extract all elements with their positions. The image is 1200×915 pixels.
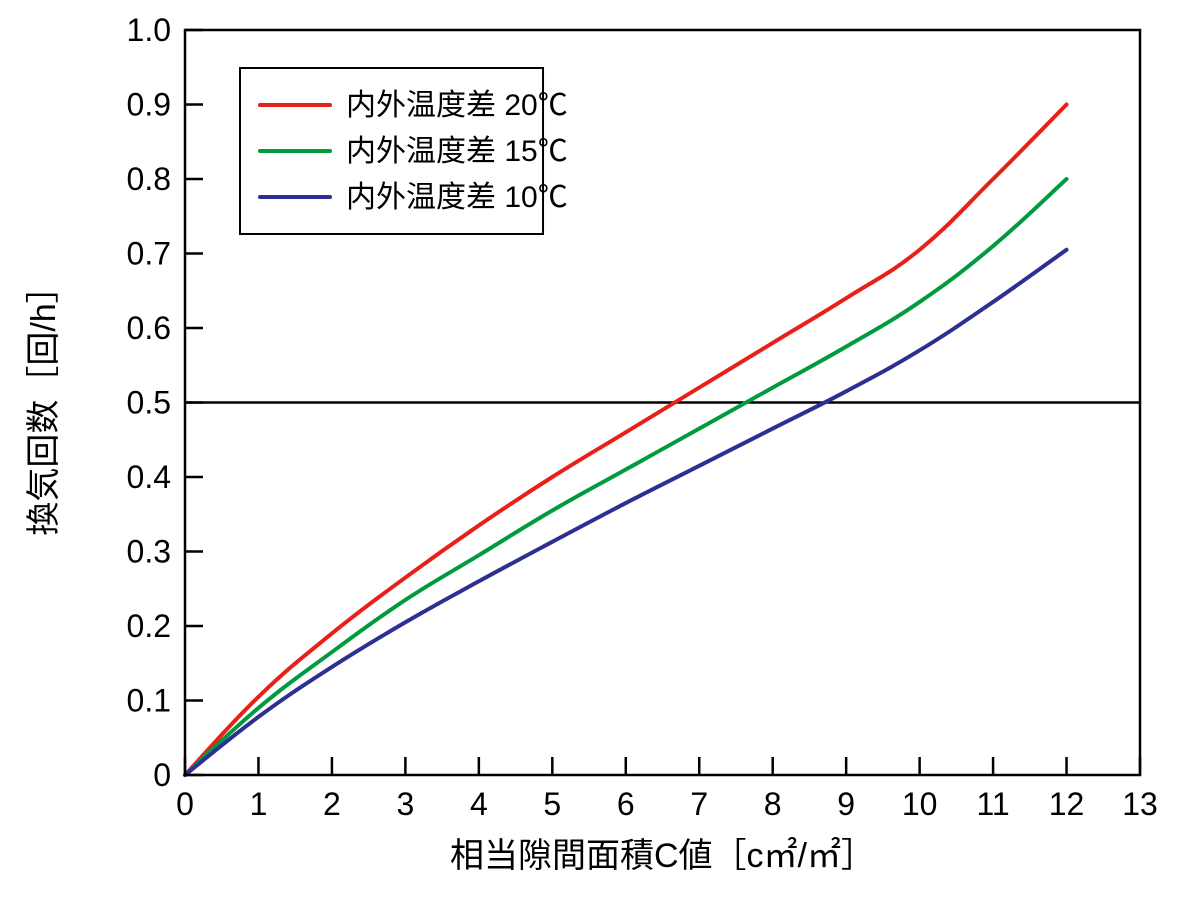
xtick-label: 12 <box>1049 786 1085 822</box>
legend-label: 内外温度差 20℃ <box>346 89 568 122</box>
xtick-label: 0 <box>176 786 194 822</box>
chart-container: 01234567891011121300.10.20.30.40.50.60.7… <box>0 0 1200 915</box>
ytick-label: 0.1 <box>127 683 171 719</box>
ytick-label: 0.3 <box>127 534 171 570</box>
line-chart: 01234567891011121300.10.20.30.40.50.60.7… <box>0 0 1200 915</box>
ytick-label: 0.2 <box>127 608 171 644</box>
ytick-label: 0.6 <box>127 310 171 346</box>
xtick-label: 13 <box>1122 786 1158 822</box>
ytick-label: 0.4 <box>127 459 171 495</box>
ytick-label: 0.5 <box>127 385 171 421</box>
legend-label: 内外温度差 10℃ <box>346 181 568 214</box>
ytick-label: 1.0 <box>127 12 171 48</box>
xtick-label: 10 <box>902 786 938 822</box>
ytick-label: 0.7 <box>127 236 171 272</box>
legend: 内外温度差 20℃ 内外温度差 15℃ 内外温度差 10℃ <box>240 68 568 234</box>
xtick-label: 2 <box>323 786 341 822</box>
xtick-label: 11 <box>976 786 1009 822</box>
xtick-label: 9 <box>837 786 855 822</box>
ytick-label: 0 <box>153 757 171 793</box>
ytick-label: 0.8 <box>127 161 171 197</box>
xtick-label: 1 <box>250 786 268 822</box>
xtick-label: 7 <box>690 786 708 822</box>
legend-label: 内外温度差 15℃ <box>346 135 568 168</box>
xtick-label: 8 <box>764 786 782 822</box>
y-axis-label: 換気回数［回/h］ <box>25 269 63 535</box>
xtick-label: 6 <box>617 786 635 822</box>
xtick-label: 5 <box>543 786 561 822</box>
xtick-label: 3 <box>396 786 414 822</box>
xtick-label: 4 <box>470 786 488 822</box>
ytick-label: 0.9 <box>127 87 171 123</box>
x-axis-label: 相当隙間面積C値［c㎡/㎡］ <box>450 837 875 875</box>
